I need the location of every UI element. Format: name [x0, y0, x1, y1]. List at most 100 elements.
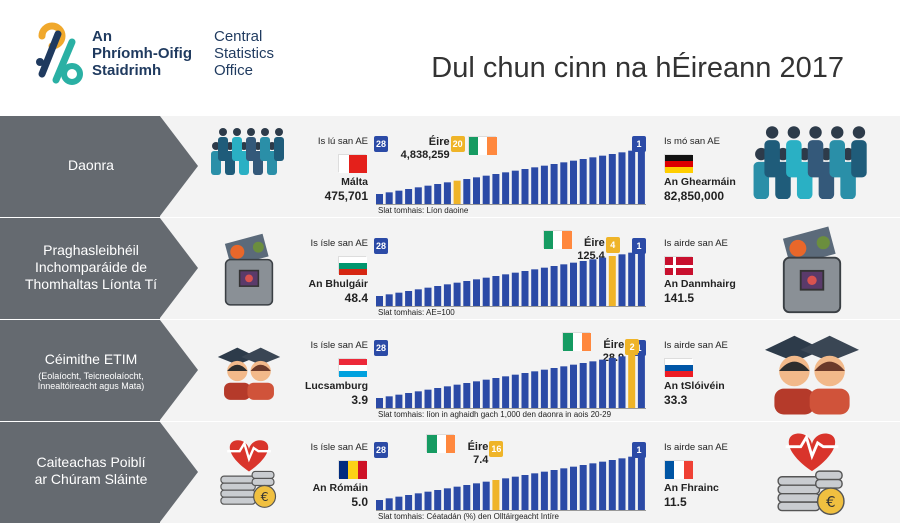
ranking-bar-chart: [376, 149, 645, 204]
label-panel: [0, 218, 160, 319]
country-bar: [395, 394, 403, 408]
country-bar: [424, 185, 432, 204]
country-bar: [511, 476, 519, 510]
lowest-value: 5.0: [351, 495, 368, 509]
country-bar: [405, 495, 413, 510]
country-bar: [560, 264, 568, 306]
ireland-flag: [542, 230, 572, 249]
ireland-value: 4,838,259: [400, 149, 450, 161]
country-bar: [502, 478, 510, 510]
country-bar: [473, 381, 480, 408]
country-bar: [424, 389, 432, 408]
logo-en-line: Statistics: [214, 45, 275, 62]
country-bar: [511, 272, 519, 306]
highest-value: 82,850,000: [664, 189, 725, 203]
ireland-value: 125.4: [577, 250, 605, 262]
country-bar: [405, 189, 413, 204]
country-bar: [443, 488, 451, 510]
highest-value: 33.3: [664, 393, 688, 407]
label-panel: [0, 116, 160, 217]
axis-line: [376, 306, 646, 307]
svg-text:€: €: [261, 489, 269, 504]
country-bar: [434, 388, 442, 408]
country-bar: [511, 170, 519, 204]
highest-value: 11.5: [664, 495, 687, 509]
lowest-country: An Rómáin: [312, 482, 368, 494]
country-bar: [502, 376, 510, 408]
logo-english-name: Central Statistics Office: [214, 28, 274, 79]
country-bar: [579, 261, 587, 306]
logo-irish-name: An Phríomh-Oifig Staidrimh: [92, 28, 192, 79]
country-bar: [628, 354, 636, 408]
highest-country: An Danmhairg: [664, 278, 736, 290]
label-arrow: [160, 116, 198, 216]
label-panel: [0, 320, 160, 421]
country-bar: [492, 174, 500, 204]
low-rank-badge: 28: [374, 238, 388, 254]
country-bar: [434, 286, 442, 306]
country-bar: [414, 289, 422, 306]
illustration-right: [752, 120, 872, 214]
country-bar: [589, 361, 597, 408]
country-bar: [376, 500, 383, 510]
ranking-bar-chart: [376, 353, 645, 408]
small-shopping-bag-icon: [224, 233, 274, 306]
indicator-subtitle: (Eolaíocht, Teicneolaíocht, Innealtóirea…: [37, 370, 145, 391]
ireland-label: Éire: [467, 441, 489, 453]
country-bar: [414, 391, 422, 408]
ireland-rank-badge: 2: [625, 339, 640, 355]
country-bar: [463, 281, 471, 306]
country-bar: [618, 356, 626, 408]
romania-flag: [338, 460, 367, 479]
illustration-right: [752, 222, 872, 316]
country-bar: [599, 461, 607, 510]
country-bar: [434, 490, 442, 510]
indicator-row: Praghasleibhéil Inchomparáide de Thomhal…: [0, 218, 900, 319]
highest-country: An tSlóivéin: [664, 380, 725, 392]
country-bar: [492, 480, 500, 510]
ireland-label: Éire: [428, 136, 450, 148]
country-bar: [531, 167, 539, 204]
country-bar: [521, 169, 529, 204]
illustration-left: [210, 226, 288, 312]
ranking-bar-chart: [376, 251, 645, 306]
ireland-flag: [562, 332, 592, 351]
country-bar: [560, 366, 568, 408]
country-bar: [482, 277, 490, 306]
country-bar: [473, 483, 480, 510]
country-bar: [424, 287, 432, 306]
country-bar: [482, 379, 490, 408]
ireland-rank-badge: 20: [450, 136, 465, 152]
country-bar: [618, 254, 626, 306]
country-bar: [570, 466, 577, 510]
country-bar: [579, 159, 587, 204]
denmark-flag: [664, 256, 693, 275]
country-bar: [443, 386, 451, 408]
country-bar: [473, 279, 480, 306]
indicator-label: Caiteachas Poiblí ar Chúram Sláinte: [0, 422, 182, 523]
svg-text:€: €: [826, 493, 836, 511]
indicator-row: Céimithe ETIM (Eolaíocht, Teicneolaíocht…: [0, 320, 900, 421]
country-bar: [550, 266, 558, 306]
country-bar: [502, 274, 510, 306]
ireland-label: Éire: [603, 339, 625, 351]
axis-line: [376, 408, 646, 409]
highest-eu-label: Is mó san AE: [664, 136, 720, 147]
bulgaria-flag: [338, 256, 367, 275]
country-bar: [570, 160, 577, 204]
logo-ga-line: Phríomh-Oifig: [92, 45, 192, 62]
country-bar: [550, 368, 558, 408]
highest-eu-label: Is airde san AE: [664, 340, 728, 351]
country-bar: [560, 468, 568, 510]
malta-flag: [338, 154, 367, 173]
logo-ga-line: An: [92, 28, 112, 45]
lowest-eu-label: Is ísle san AE: [310, 442, 368, 453]
country-bar: [637, 251, 645, 306]
large-coins-heart-icon: €: [777, 433, 845, 516]
country-bar: [550, 164, 558, 204]
lowest-eu-label: Is ísle san AE: [310, 238, 368, 249]
country-bar: [385, 396, 393, 408]
small-coins-heart-icon: €: [220, 440, 277, 508]
illustration-left: [210, 328, 288, 414]
country-bar: [453, 486, 461, 510]
